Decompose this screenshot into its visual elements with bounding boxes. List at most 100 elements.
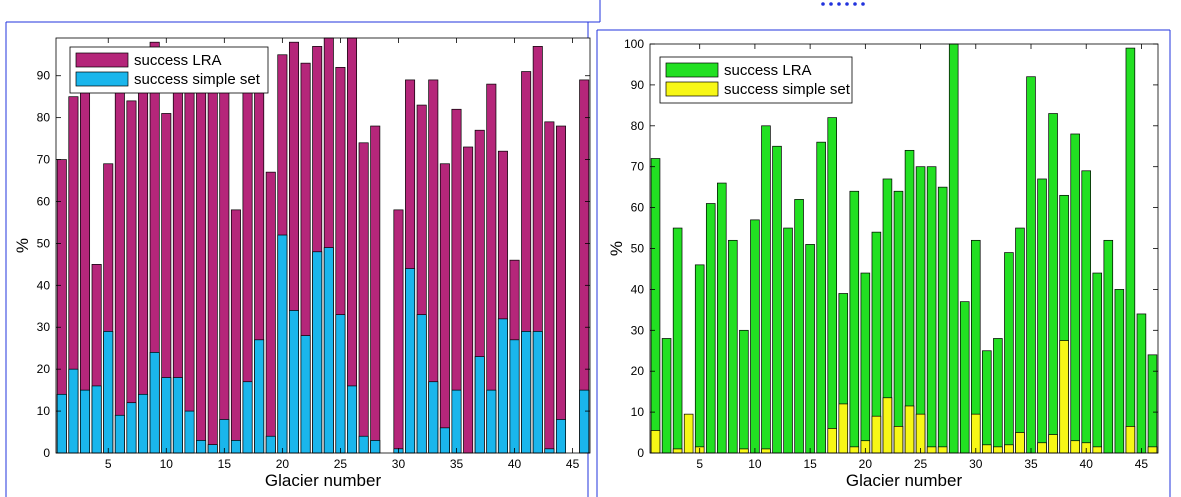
y-tick-label: 80	[631, 119, 645, 133]
bar	[114, 83, 125, 454]
bar	[937, 446, 948, 454]
y-tick-label: 80	[37, 111, 51, 125]
bar	[904, 405, 915, 454]
bar	[370, 440, 381, 454]
bar	[439, 427, 450, 454]
bar	[555, 125, 566, 454]
bar	[254, 339, 265, 454]
bar	[277, 234, 288, 454]
bar	[265, 435, 276, 454]
legend-swatch	[665, 81, 719, 97]
x-tick-label: 15	[803, 457, 817, 471]
y-tick-label: 10	[37, 404, 51, 418]
bar	[288, 310, 299, 454]
y-axis-label: %	[607, 241, 626, 256]
bar	[323, 247, 334, 454]
bar	[948, 43, 959, 454]
bar	[982, 444, 992, 454]
bar	[982, 350, 992, 454]
bar	[358, 142, 369, 454]
x-tick-label: 40	[508, 457, 522, 471]
bar	[827, 117, 837, 454]
bar	[882, 397, 893, 454]
bar	[405, 268, 416, 454]
bar	[428, 381, 439, 454]
x-tick-label: 35	[450, 457, 464, 471]
bar	[926, 446, 937, 454]
y-tick-label: 0	[43, 446, 50, 460]
y-tick-label: 30	[631, 323, 645, 337]
bar	[532, 331, 543, 454]
bar	[805, 244, 815, 454]
legend: success LRA success simple set	[659, 56, 853, 104]
x-tick-label: 5	[105, 457, 112, 471]
bar	[772, 145, 782, 454]
bar	[871, 415, 882, 454]
legend-entry: success simple set	[724, 81, 851, 98]
bar	[849, 446, 860, 454]
bar	[555, 419, 566, 454]
bar	[242, 381, 253, 454]
bar	[661, 338, 672, 454]
y-tick-label: 90	[631, 78, 645, 92]
y-tick-label: 60	[631, 201, 645, 215]
x-tick-label: 45	[1135, 457, 1149, 471]
bar	[509, 339, 520, 454]
bar	[1048, 113, 1058, 454]
bar	[1070, 133, 1080, 454]
bar	[68, 368, 79, 454]
bar	[1114, 289, 1125, 454]
y-tick-label: 70	[631, 160, 645, 174]
bar	[80, 389, 91, 454]
bar	[521, 331, 532, 454]
bar	[1081, 170, 1091, 454]
bar	[860, 272, 871, 454]
bar	[439, 163, 450, 454]
bar	[196, 440, 207, 454]
bar	[1059, 340, 1069, 454]
y-tick-label: 40	[631, 282, 645, 296]
bar	[114, 414, 125, 454]
bar	[300, 335, 311, 454]
bar	[1004, 444, 1014, 454]
y-tick-label: 20	[631, 364, 645, 378]
bar	[486, 389, 497, 454]
bar	[103, 331, 114, 454]
y-tick-label: 30	[37, 320, 51, 334]
bar	[335, 314, 346, 454]
bar	[1037, 178, 1047, 454]
bar	[694, 264, 705, 454]
bar	[893, 426, 904, 454]
bar	[717, 182, 727, 454]
bar	[993, 338, 1003, 454]
y-tick-label: 10	[631, 405, 645, 419]
bar	[915, 166, 926, 454]
bar	[207, 62, 218, 454]
bar	[451, 389, 462, 454]
bar	[56, 393, 67, 454]
chart-right-success-lra-vs-simple-set: 0 10 20 30 40 50 60 70 80 90 100 5 10 15 20 25 30 35 40 45 G…	[607, 37, 1159, 490]
bar	[544, 448, 555, 454]
chart-left-success-lra-vs-simple-set: 0 10 20 30 40 50 60 70 80 90 5 10 15 20 25 30 35 40 45 Glac…	[13, 37, 591, 490]
x-tick-label: 20	[859, 457, 873, 471]
x-tick-label: 45	[566, 457, 580, 471]
bar	[219, 54, 230, 454]
bar	[474, 356, 485, 454]
bar	[91, 385, 102, 454]
bar	[1026, 76, 1036, 454]
x-tick-label: 20	[276, 457, 290, 471]
legend-swatch	[75, 52, 129, 68]
bar	[650, 430, 661, 454]
legend-swatch	[665, 62, 719, 78]
bar	[347, 385, 358, 454]
bar	[1015, 432, 1025, 454]
bar	[416, 314, 427, 454]
bar	[761, 125, 771, 454]
bar	[838, 403, 849, 454]
bar	[1147, 446, 1158, 454]
bar	[1037, 442, 1047, 454]
bar	[312, 251, 323, 454]
x-tick-label: 25	[334, 457, 348, 471]
bar	[138, 393, 149, 454]
bar	[184, 410, 195, 454]
